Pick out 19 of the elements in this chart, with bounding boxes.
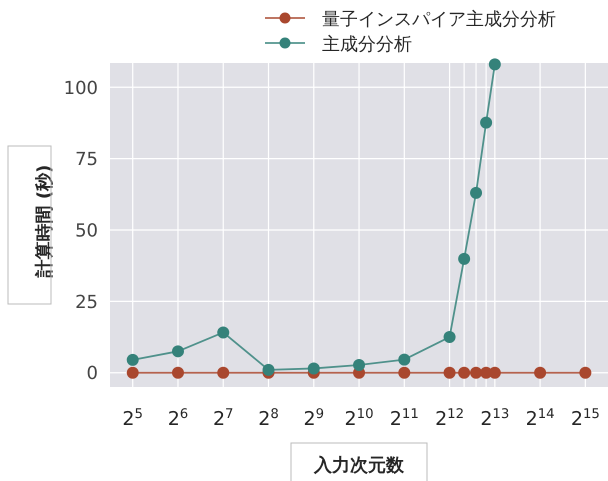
x-tick-label: 2$^{15}$ xyxy=(570,406,600,430)
legend-label: 量子インスパイア主成分分析 xyxy=(322,9,556,30)
x-tick-label: 2$^{5}$ xyxy=(122,406,143,430)
x-tick-label: 2$^{6}$ xyxy=(168,406,188,430)
x-tick-label: 2$^{12}$ xyxy=(435,406,464,430)
x-tick-label: 2$^{11}$ xyxy=(390,406,419,430)
x-tick-label: 2$^{10}$ xyxy=(344,406,374,430)
x-tick-label: 2$^{7}$ xyxy=(212,406,234,430)
legend-label: 主成分分析 xyxy=(322,34,412,55)
y-tick-label: 75 xyxy=(75,149,98,170)
x-axis-title: 入力次元数 xyxy=(313,455,405,476)
x-tick-label: 2$^{9}$ xyxy=(303,406,324,430)
y-tick-label: 25 xyxy=(75,292,98,313)
x-tick-label: 2$^{13}$ xyxy=(480,406,510,430)
x-tick-label: 2$^{14}$ xyxy=(526,406,555,430)
x-tick-label: 2$^{8}$ xyxy=(258,406,279,430)
y-tick-label: 0 xyxy=(86,363,98,384)
y-tick-label: 50 xyxy=(75,220,98,242)
y-tick-label: 100 xyxy=(64,78,98,99)
